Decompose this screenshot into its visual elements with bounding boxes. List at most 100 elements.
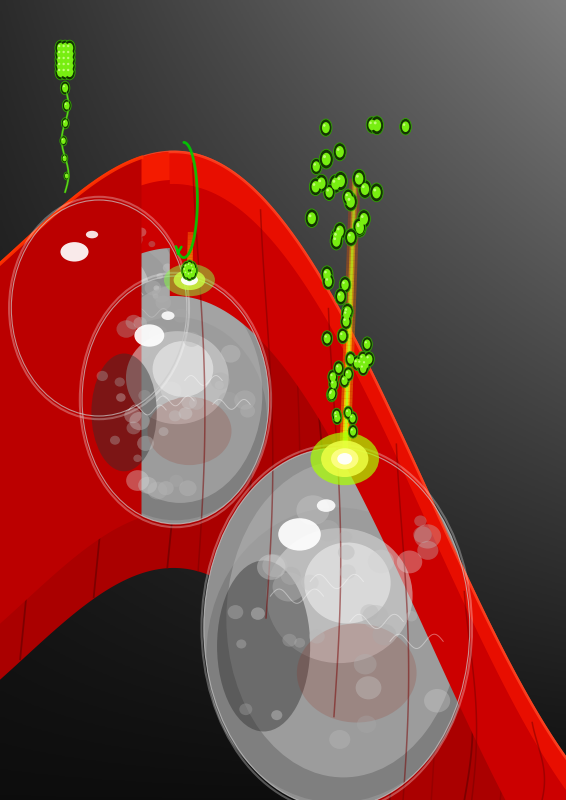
Ellipse shape bbox=[103, 250, 110, 256]
Ellipse shape bbox=[357, 358, 364, 368]
Ellipse shape bbox=[400, 118, 411, 135]
Ellipse shape bbox=[173, 309, 188, 322]
Ellipse shape bbox=[345, 351, 356, 366]
Ellipse shape bbox=[325, 276, 332, 286]
Ellipse shape bbox=[92, 354, 157, 471]
Ellipse shape bbox=[183, 268, 185, 270]
Ellipse shape bbox=[65, 103, 67, 105]
Ellipse shape bbox=[62, 57, 65, 59]
Ellipse shape bbox=[322, 153, 331, 166]
Ellipse shape bbox=[122, 224, 130, 231]
Ellipse shape bbox=[348, 198, 350, 201]
Ellipse shape bbox=[402, 122, 409, 132]
Ellipse shape bbox=[307, 212, 316, 224]
Ellipse shape bbox=[115, 378, 125, 386]
Ellipse shape bbox=[348, 411, 357, 425]
Ellipse shape bbox=[63, 119, 68, 127]
Ellipse shape bbox=[62, 69, 65, 71]
Ellipse shape bbox=[336, 226, 344, 237]
Ellipse shape bbox=[324, 270, 327, 274]
Polygon shape bbox=[0, 158, 142, 647]
Ellipse shape bbox=[358, 210, 370, 228]
Ellipse shape bbox=[338, 545, 355, 560]
Ellipse shape bbox=[86, 290, 98, 301]
Ellipse shape bbox=[134, 454, 142, 462]
Ellipse shape bbox=[61, 138, 66, 144]
Ellipse shape bbox=[327, 189, 329, 191]
Ellipse shape bbox=[153, 286, 159, 290]
Ellipse shape bbox=[72, 306, 152, 365]
Ellipse shape bbox=[344, 193, 357, 211]
Ellipse shape bbox=[221, 345, 241, 362]
Ellipse shape bbox=[228, 605, 243, 619]
Ellipse shape bbox=[354, 358, 361, 368]
Ellipse shape bbox=[345, 370, 351, 378]
Ellipse shape bbox=[339, 277, 351, 293]
Ellipse shape bbox=[59, 40, 71, 56]
Ellipse shape bbox=[58, 45, 61, 47]
Ellipse shape bbox=[355, 676, 381, 699]
Ellipse shape bbox=[102, 359, 117, 372]
Ellipse shape bbox=[63, 86, 65, 87]
Ellipse shape bbox=[57, 49, 64, 59]
Ellipse shape bbox=[341, 314, 351, 330]
Ellipse shape bbox=[182, 268, 190, 279]
Polygon shape bbox=[170, 152, 566, 800]
Ellipse shape bbox=[42, 253, 54, 263]
Ellipse shape bbox=[153, 341, 213, 397]
Ellipse shape bbox=[362, 337, 372, 351]
Ellipse shape bbox=[309, 630, 325, 643]
Ellipse shape bbox=[353, 218, 366, 235]
Ellipse shape bbox=[158, 481, 174, 495]
Ellipse shape bbox=[329, 378, 338, 391]
Ellipse shape bbox=[323, 155, 326, 158]
Ellipse shape bbox=[134, 324, 164, 346]
Ellipse shape bbox=[35, 315, 51, 329]
Ellipse shape bbox=[337, 328, 348, 344]
Ellipse shape bbox=[66, 174, 67, 176]
Ellipse shape bbox=[190, 263, 195, 270]
Ellipse shape bbox=[344, 311, 346, 314]
Ellipse shape bbox=[314, 163, 316, 166]
Ellipse shape bbox=[344, 406, 353, 419]
Ellipse shape bbox=[58, 69, 61, 71]
Ellipse shape bbox=[13, 236, 185, 413]
Ellipse shape bbox=[57, 55, 64, 65]
Ellipse shape bbox=[341, 279, 349, 290]
Ellipse shape bbox=[358, 351, 368, 366]
Ellipse shape bbox=[137, 436, 154, 451]
Ellipse shape bbox=[348, 356, 350, 358]
Ellipse shape bbox=[325, 187, 333, 198]
Ellipse shape bbox=[403, 123, 405, 126]
Ellipse shape bbox=[62, 154, 68, 163]
Ellipse shape bbox=[341, 376, 348, 385]
Ellipse shape bbox=[211, 373, 230, 390]
Ellipse shape bbox=[362, 185, 365, 188]
Ellipse shape bbox=[126, 331, 229, 424]
Ellipse shape bbox=[84, 317, 267, 520]
Ellipse shape bbox=[55, 64, 66, 80]
Ellipse shape bbox=[49, 243, 56, 250]
Ellipse shape bbox=[67, 50, 70, 54]
Ellipse shape bbox=[62, 62, 65, 66]
Ellipse shape bbox=[365, 341, 367, 343]
Ellipse shape bbox=[147, 397, 231, 465]
Ellipse shape bbox=[60, 136, 67, 146]
Ellipse shape bbox=[183, 266, 188, 274]
Ellipse shape bbox=[330, 390, 332, 393]
Ellipse shape bbox=[182, 262, 190, 273]
Ellipse shape bbox=[62, 50, 65, 54]
Ellipse shape bbox=[192, 268, 194, 270]
Ellipse shape bbox=[372, 186, 381, 198]
Ellipse shape bbox=[169, 474, 183, 487]
Ellipse shape bbox=[357, 223, 359, 226]
Ellipse shape bbox=[153, 294, 158, 298]
Ellipse shape bbox=[266, 528, 413, 663]
Ellipse shape bbox=[273, 572, 305, 602]
Polygon shape bbox=[0, 152, 566, 800]
Ellipse shape bbox=[185, 271, 186, 274]
Ellipse shape bbox=[366, 356, 368, 358]
Ellipse shape bbox=[312, 183, 315, 186]
Ellipse shape bbox=[345, 192, 352, 202]
Ellipse shape bbox=[336, 146, 344, 158]
